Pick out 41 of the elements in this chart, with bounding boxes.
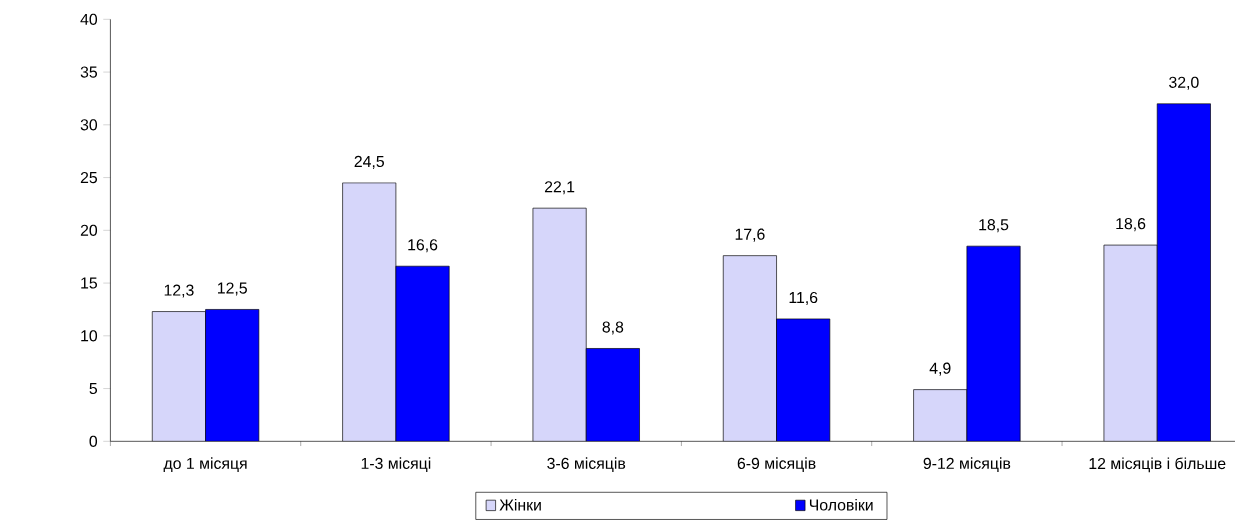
x-tick-label: 1-3 місяці	[361, 457, 431, 473]
bar	[342, 182, 396, 442]
bar	[395, 266, 450, 442]
bar	[1156, 103, 1211, 442]
y-tick-label: 10	[81, 330, 98, 342]
y-tick-label: 35	[80, 66, 98, 78]
data-label: 11,6	[789, 291, 818, 306]
legend-label: Жінки	[499, 498, 541, 511]
y-tick-label: 0	[89, 435, 98, 447]
x-tick-label: 6-9 місяців	[737, 457, 816, 473]
y-tick-label: 5	[89, 383, 98, 395]
bar	[913, 389, 967, 442]
bar	[586, 348, 640, 442]
bar	[205, 309, 259, 442]
bar	[532, 208, 587, 442]
data-label: 16,6	[408, 239, 438, 253]
data-label: 32,0	[1169, 76, 1199, 90]
data-label: 17,6	[735, 228, 765, 242]
data-label: 18,6	[1116, 218, 1146, 232]
data-label: 12,3	[164, 284, 194, 298]
x-tick-label: 9-12 місяців	[923, 457, 1011, 473]
data-label: 8,8	[602, 321, 624, 335]
x-tick-label: 3-6 місяців	[547, 457, 626, 473]
y-tick-label: 25	[80, 171, 98, 184]
legend-label: Чоловіки	[809, 498, 873, 511]
x-tick-label: до 1 місяця	[163, 457, 247, 473]
bar	[1103, 244, 1158, 442]
data-label: 18,5	[979, 219, 1009, 233]
bar	[723, 255, 777, 442]
y-tick-label: 15	[81, 277, 98, 289]
y-tick-label: 20	[80, 224, 98, 236]
data-label: 12,5	[218, 282, 247, 296]
bar	[152, 311, 206, 442]
y-tick-label: 40	[80, 13, 98, 25]
y-tick-label: 30	[80, 119, 98, 131]
bar	[966, 246, 1021, 442]
data-label: 24,5	[354, 155, 385, 169]
data-label: 4,9	[929, 362, 951, 376]
x-tick-label: 12 місяців і більше	[1089, 457, 1226, 473]
data-label: 22,1	[544, 181, 575, 195]
bar	[776, 318, 830, 442]
